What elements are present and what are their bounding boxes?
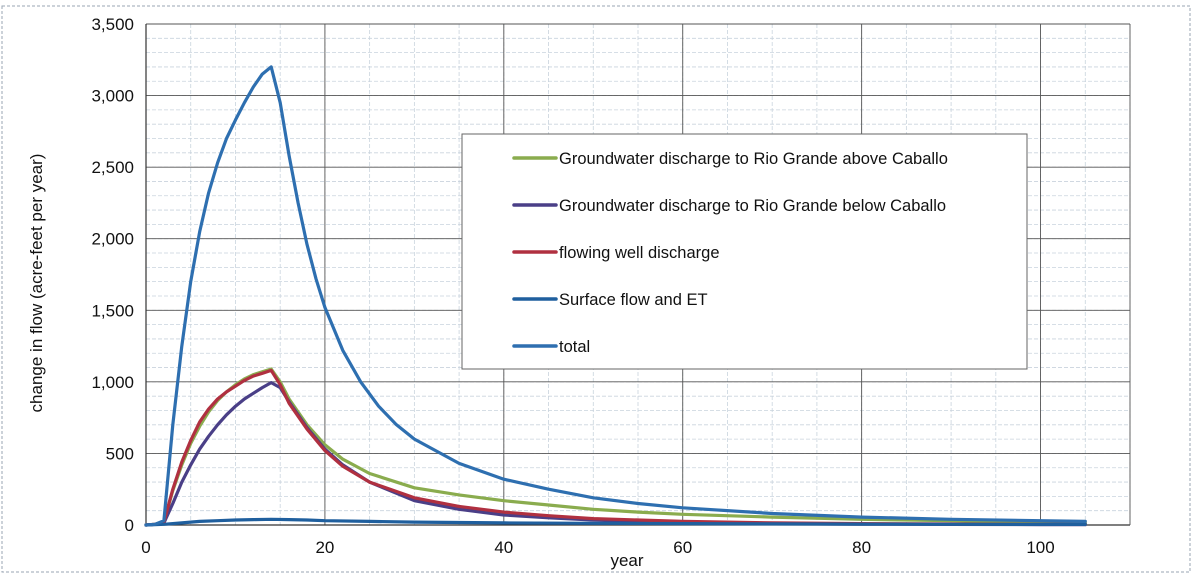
y-tick-label: 500 <box>106 444 134 463</box>
y-axis-title: change in flow (acre-feet per year) <box>27 154 46 413</box>
y-tick-label: 3,000 <box>91 87 134 106</box>
x-tick-label: 40 <box>494 538 513 557</box>
legend-label-3: flowing well discharge <box>559 244 720 262</box>
legend-label-4: Surface flow and ET <box>559 291 708 309</box>
legend-label-2: Groundwater discharge to Rio Grande belo… <box>559 197 946 215</box>
x-tick-label: 80 <box>852 538 871 557</box>
legend-label-1: Groundwater discharge to Rio Grande abov… <box>559 150 948 168</box>
series-line-5 <box>144 65 1087 527</box>
x-tick-label: 0 <box>141 538 150 557</box>
series-layer <box>144 65 1087 527</box>
x-tick-label: 20 <box>315 538 334 557</box>
x-tick-label: 100 <box>1026 538 1054 557</box>
y-tick-label: 1,000 <box>91 373 134 392</box>
y-tick-label: 0 <box>125 516 134 535</box>
y-tick-label: 3,500 <box>91 15 134 34</box>
y-tick-label: 2,500 <box>91 158 134 177</box>
chart-frame <box>1 5 1191 573</box>
y-tick-label: 1,500 <box>91 301 134 320</box>
series-line-4 <box>144 517 1087 527</box>
x-axis-title: year <box>610 551 643 570</box>
legend: Groundwater discharge to Rio Grande abov… <box>461 133 1028 370</box>
series-line-3 <box>144 368 1087 527</box>
y-tick-labels: 0 500 1,000 1,500 2,000 2,500 3,000 3,500 <box>91 15 134 535</box>
legend-label-5: total <box>559 338 590 356</box>
y-tick-label: 2,000 <box>91 230 134 249</box>
x-tick-labels: 0 20 40 60 80 100 <box>141 538 1054 557</box>
x-tick-label: 60 <box>673 538 692 557</box>
